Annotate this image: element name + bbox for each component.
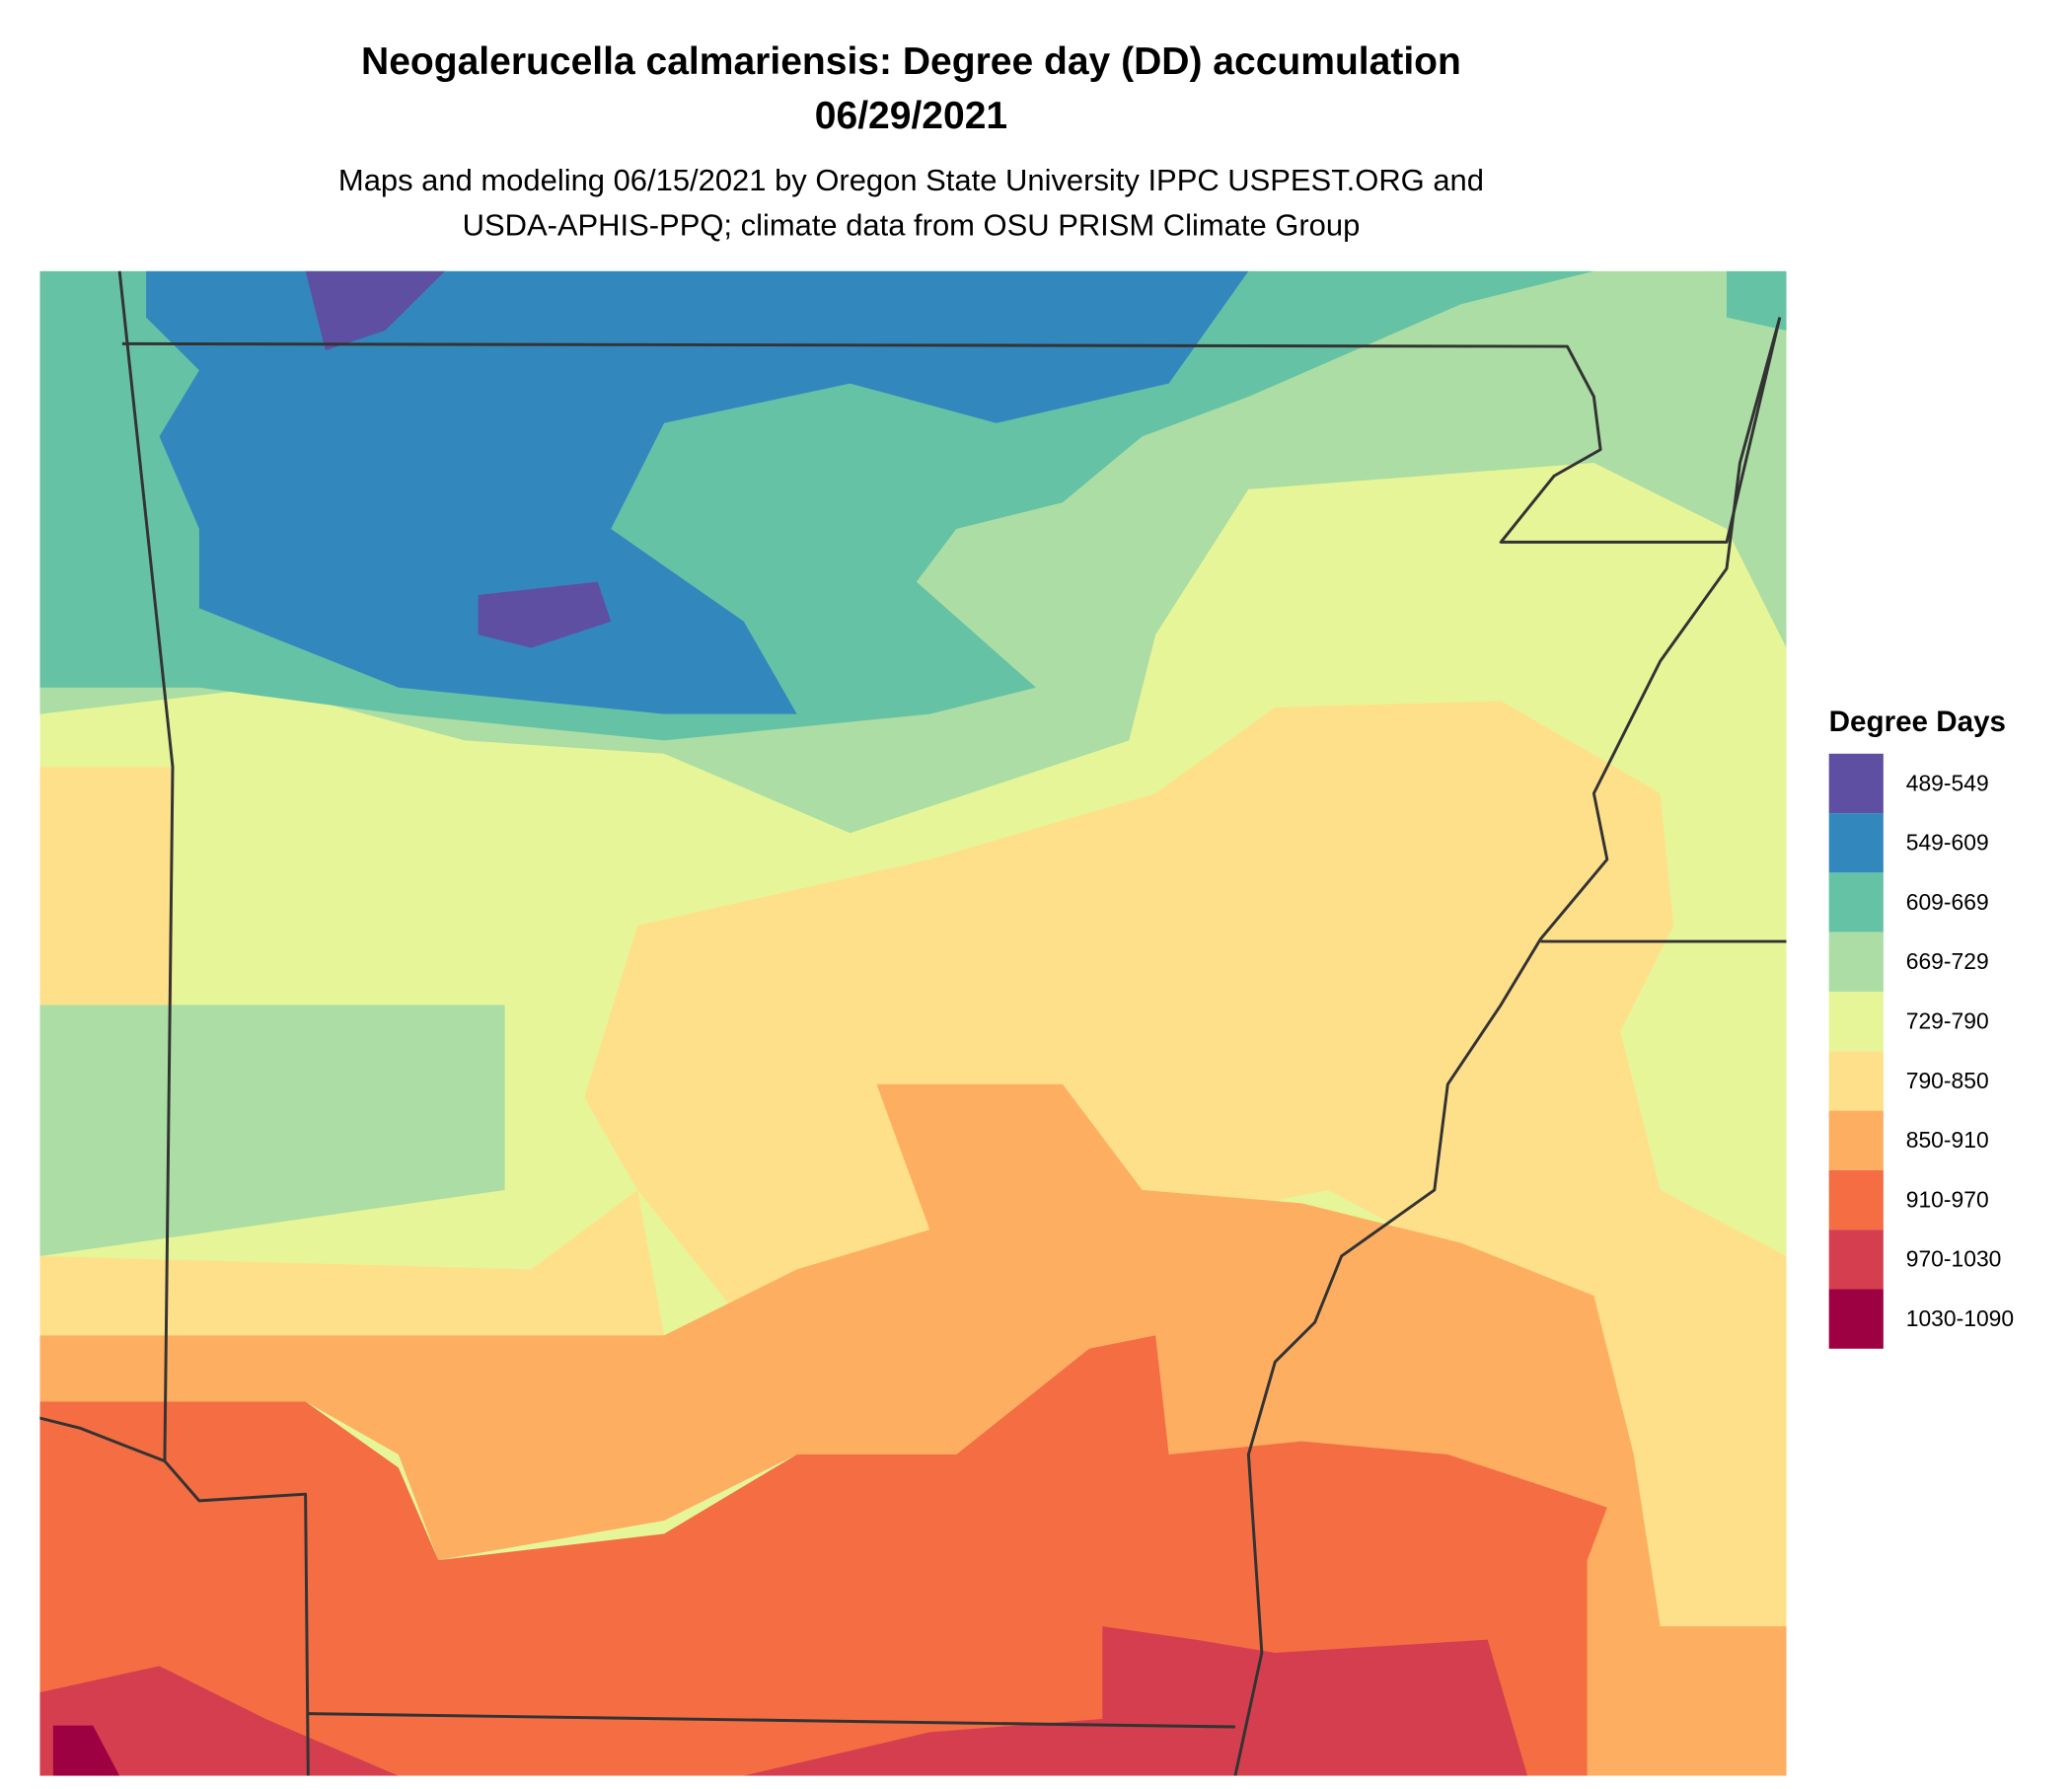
date: 06/29/2021 <box>815 95 1007 137</box>
legend-swatch <box>1828 753 1884 814</box>
legend-title: Degree Days <box>1829 706 2006 738</box>
legend-swatch <box>1828 1169 1884 1230</box>
legend-swatch <box>1828 1051 1884 1111</box>
legend-swatch <box>1828 1230 1884 1290</box>
subtitle: USDA-APHIS-PPQ; climate data from OSU PR… <box>463 208 1361 243</box>
legend-label: 729-790 <box>1906 1008 1989 1034</box>
state-borders <box>39 270 1787 1776</box>
degree-day-raster <box>39 270 1787 1776</box>
legend-swatch <box>1828 872 1884 932</box>
legend-label: 1030-1090 <box>1906 1305 2014 1331</box>
legend-label: 669-729 <box>1906 948 1989 974</box>
legend-swatch <box>1828 932 1884 992</box>
map <box>39 270 1787 1776</box>
legend-label: 910-970 <box>1906 1186 1989 1212</box>
legend-label: 549-609 <box>1906 830 1989 856</box>
title: Neogalerucella calmariensis: Degree day … <box>361 40 1461 83</box>
legend-swatch <box>1828 1110 1884 1170</box>
legend: Degree Days 489-549 549-609 609-669 669-729… <box>1828 706 2014 1349</box>
legend-label: 790-850 <box>1906 1068 1989 1093</box>
legend-label: 850-910 <box>1906 1127 1989 1153</box>
legend-swatch <box>1828 991 1884 1052</box>
legend-label: 970-1030 <box>1906 1246 2002 1272</box>
subtitle: Maps and modeling 06/15/2021 by Oregon S… <box>338 163 1484 197</box>
legend-swatch <box>1828 813 1884 873</box>
legend-label: 489-549 <box>1906 770 1989 795</box>
legend-label: 609-669 <box>1906 889 1989 915</box>
legend-swatch <box>1828 1289 1884 1349</box>
